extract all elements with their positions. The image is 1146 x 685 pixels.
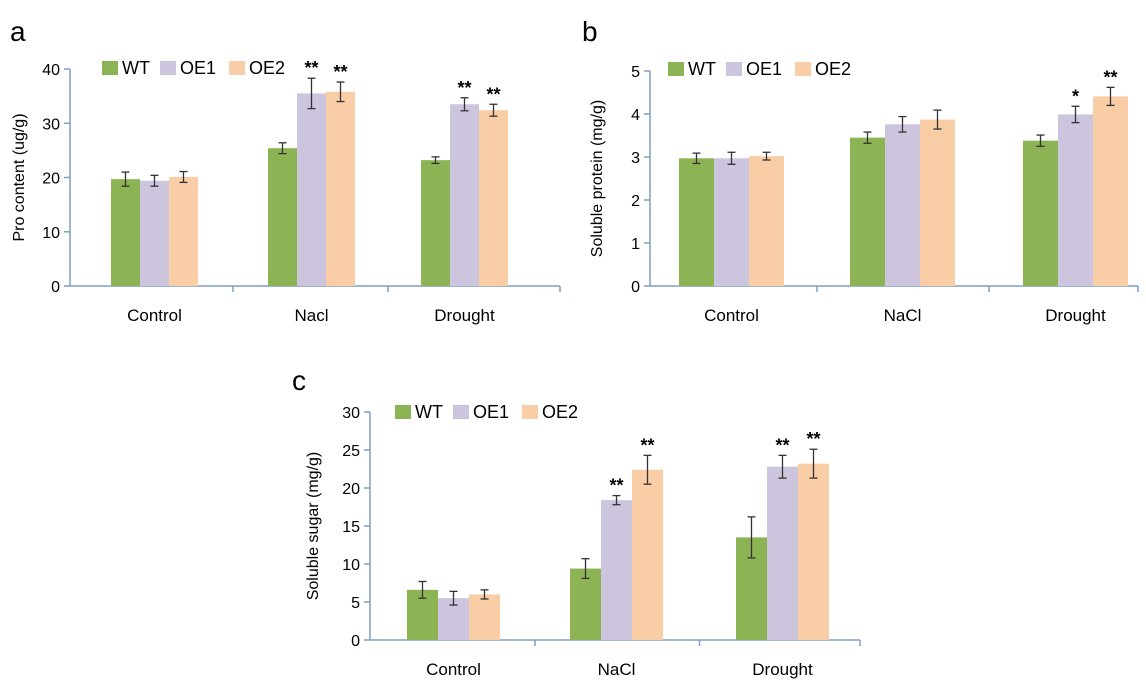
y-tick-label: 3 (631, 150, 640, 167)
legend-swatch-wt (668, 62, 684, 76)
bar-oe1 (767, 467, 798, 640)
bar-oe1 (601, 500, 632, 640)
y-tick-label: 10 (42, 225, 60, 242)
bar-oe2 (920, 120, 955, 286)
y-tick-label: 0 (351, 633, 360, 650)
y-tick-label: 30 (342, 405, 360, 422)
legend-label-oe2: OE2 (542, 402, 578, 422)
legend-label-oe1: OE1 (180, 58, 216, 78)
bar-oe2 (798, 464, 829, 640)
y-tick-label: 15 (342, 519, 360, 536)
significance-mark: ** (775, 435, 789, 455)
bar-oe2 (632, 470, 663, 640)
bar-oe1 (140, 181, 169, 286)
bar-oe1 (885, 124, 920, 286)
legend-swatch-oe1 (453, 405, 469, 419)
legend-swatch-oe2 (795, 62, 811, 76)
y-tick-label: 5 (631, 64, 640, 81)
y-tick-label: 10 (342, 557, 360, 574)
legend-label-oe1: OE1 (473, 402, 509, 422)
category-label: NaCl (598, 660, 636, 679)
significance-mark: * (1072, 86, 1079, 106)
bar-oe1 (297, 93, 326, 286)
y-tick-label: 20 (342, 481, 360, 498)
category-label: Drought (434, 306, 495, 325)
panel-label-a: a (10, 16, 26, 47)
chart-panel-c: 0 5 10 15 20 25 30 Control NaCl Drought ** ** ** ** So… (305, 402, 860, 679)
bar-oe2 (169, 177, 198, 286)
y-tick-label: 0 (631, 279, 640, 296)
category-label: Drought (752, 660, 813, 679)
y-axis-label: Pro content (ug/g) (11, 113, 28, 241)
bar-wt (570, 569, 601, 640)
chart-panel-a: 0 10 20 30 40 Control Nacl Drought ** ** ** ** Pro c… (11, 58, 560, 325)
y-tick-label: 2 (631, 193, 640, 210)
legend-swatch-wt (395, 405, 411, 419)
significance-mark: ** (1103, 67, 1117, 87)
category-label: Nacl (294, 306, 328, 325)
legend-label-oe2: OE2 (815, 59, 851, 79)
significance-mark: ** (333, 62, 347, 82)
legend-label-wt: WT (415, 402, 443, 422)
bar-oe2 (326, 92, 355, 286)
y-tick-label: 25 (342, 443, 360, 460)
y-tick-label: 20 (42, 171, 60, 188)
bar-oe1 (450, 104, 479, 286)
bar-oe1 (1058, 114, 1093, 286)
legend-swatch-oe2 (229, 61, 245, 75)
significance-mark: ** (304, 58, 318, 78)
panel-label-b: b (582, 16, 598, 47)
panel-label-c: c (292, 365, 306, 396)
significance-mark: ** (486, 84, 500, 104)
y-tick-label: 1 (631, 236, 640, 253)
legend-label-oe2: OE2 (249, 58, 285, 78)
y-axis-label: Soluble sugar (mg/g) (305, 452, 322, 601)
bar-oe2 (479, 110, 508, 286)
y-tick-label: 4 (631, 107, 640, 124)
legend-label-wt: WT (122, 58, 150, 78)
significance-mark: ** (609, 476, 623, 496)
y-tick-label: 40 (42, 62, 60, 79)
legend-label-wt: WT (688, 59, 716, 79)
legend-swatch-wt (102, 61, 118, 75)
bar-wt (1023, 141, 1058, 286)
bar-oe2 (469, 594, 500, 640)
category-label: NaCl (884, 306, 922, 325)
significance-mark: ** (640, 435, 654, 455)
bar-wt (850, 138, 885, 286)
y-tick-label: 30 (42, 116, 60, 133)
category-label: Control (426, 660, 481, 679)
legend-swatch-oe1 (160, 61, 176, 75)
category-label: Control (704, 306, 759, 325)
bar-wt (679, 158, 714, 286)
significance-mark: ** (806, 429, 820, 449)
legend-swatch-oe1 (726, 62, 742, 76)
legend-swatch-oe2 (522, 405, 538, 419)
bar-wt (111, 179, 140, 286)
significance-mark: ** (457, 78, 471, 98)
y-tick-label: 0 (51, 279, 60, 296)
bar-wt (268, 148, 297, 286)
bar-wt (421, 160, 450, 286)
y-axis-label: Soluble protein (mg/g) (589, 100, 606, 257)
category-label: Control (127, 306, 182, 325)
category-label: Drought (1045, 306, 1106, 325)
y-tick-label: 5 (351, 595, 360, 612)
bar-oe2 (1093, 96, 1128, 286)
bar-oe1 (714, 158, 749, 286)
legend-label-oe1: OE1 (746, 59, 782, 79)
bar-oe2 (749, 156, 784, 286)
